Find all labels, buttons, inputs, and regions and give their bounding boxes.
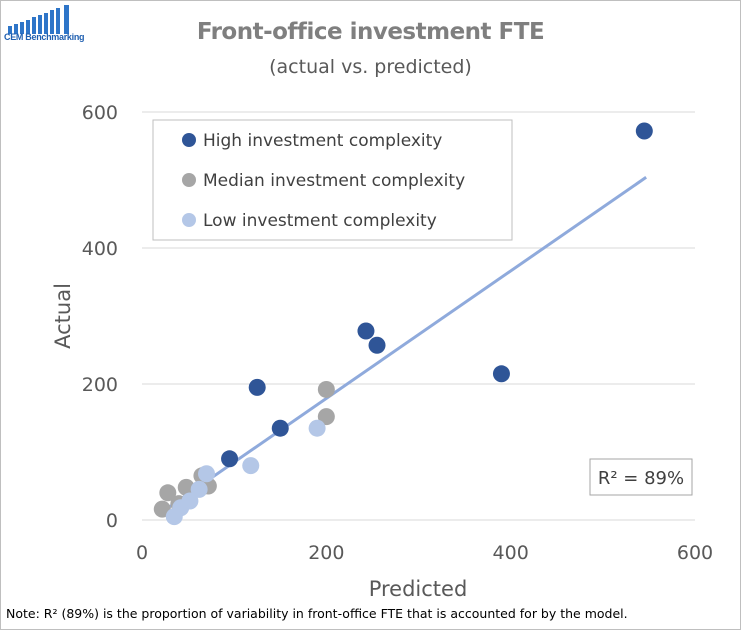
x-tick-label: 600	[677, 542, 713, 564]
data-point	[248, 378, 266, 396]
r-squared-label: R² = 89%	[598, 468, 684, 489]
y-axis-title: Actual	[51, 283, 75, 349]
x-tick-label: 0	[136, 542, 148, 564]
data-point	[159, 484, 177, 502]
legend-label: Low investment complexity	[203, 211, 437, 231]
footnote: Note: R² (89%) is the proportion of vari…	[6, 606, 628, 621]
chart-title: Front-office investment FTE	[196, 19, 545, 45]
r-squared-box	[589, 458, 693, 496]
legend-label: Median investment complexity	[203, 171, 465, 191]
cem-logo-icon	[8, 5, 69, 34]
logo-text: CEM Benchmarking	[4, 32, 85, 42]
trendline	[161, 176, 648, 514]
data-point	[165, 508, 183, 526]
y-tick-label: 0	[106, 510, 118, 532]
legend-marker	[182, 133, 196, 147]
y-tick-label: 200	[82, 374, 118, 396]
chart-subtitle: (actual vs. predicted)	[269, 56, 472, 78]
data-point	[635, 122, 653, 140]
data-point	[317, 380, 335, 398]
x-tick-label: 400	[493, 542, 529, 564]
y-tick-label: 600	[82, 102, 118, 124]
data-point	[198, 465, 216, 483]
legend-marker	[182, 213, 196, 227]
data-point	[368, 336, 386, 354]
data-point	[271, 419, 289, 437]
data-point	[242, 457, 260, 475]
legend-label: High investment complexity	[203, 131, 442, 151]
data-point	[221, 450, 239, 468]
data-point	[190, 480, 208, 498]
legend-box	[152, 119, 513, 241]
legend-marker	[182, 173, 196, 187]
data-point	[492, 365, 510, 383]
x-axis-title: Predicted	[369, 577, 468, 601]
x-tick-label: 200	[308, 542, 344, 564]
y-tick-label: 400	[82, 238, 118, 260]
data-point	[357, 322, 375, 340]
data-point	[308, 419, 326, 437]
data-point	[177, 478, 195, 496]
data-point	[317, 408, 335, 426]
